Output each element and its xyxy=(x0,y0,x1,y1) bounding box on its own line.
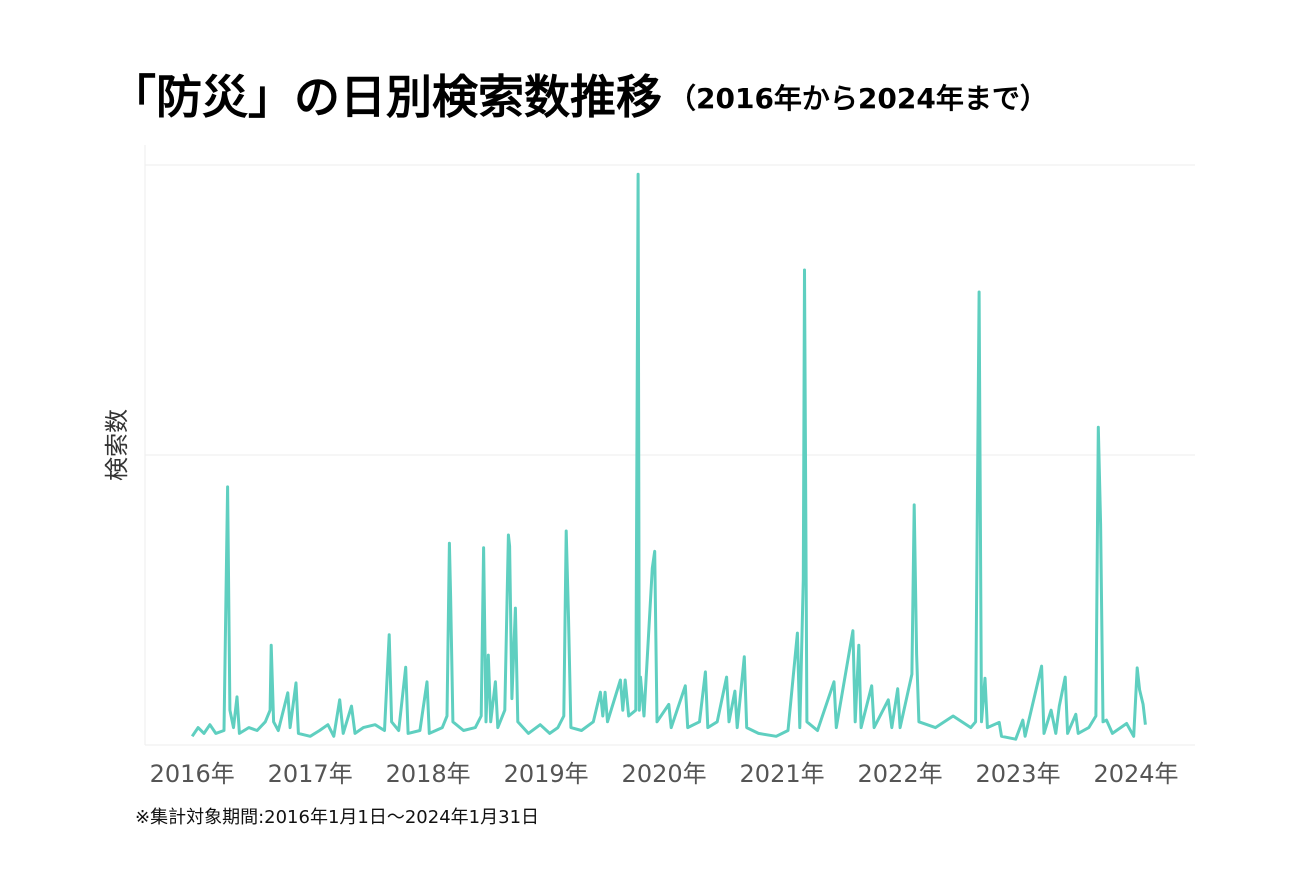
x-tick-label: 2016年 xyxy=(150,760,235,788)
x-tick-label: 2018年 xyxy=(386,760,471,788)
chart-subtitle: （2016年から2024年まで） xyxy=(668,82,1048,115)
x-tick-label: 2020年 xyxy=(622,760,707,788)
x-tick-label: 2019年 xyxy=(504,760,589,788)
chart-title: 「防災」の日別検索数推移 xyxy=(110,70,662,124)
x-tick-label: 2023年 xyxy=(975,760,1060,788)
x-tick-label: 2021年 xyxy=(740,760,825,788)
data-line xyxy=(190,172,1147,741)
footnote: ※集計対象期間:2016年1月1日〜2024年1月31日 xyxy=(135,807,539,828)
x-tick-label: 2017年 xyxy=(268,760,353,788)
x-tick-label: 2022年 xyxy=(858,760,943,788)
y-axis-label: 検索数 xyxy=(103,409,131,481)
chart-title-group: 「防災」の日別検索数推移 （2016年から2024年まで） xyxy=(110,70,1048,124)
x-tick-label: 2024年 xyxy=(1093,760,1178,788)
